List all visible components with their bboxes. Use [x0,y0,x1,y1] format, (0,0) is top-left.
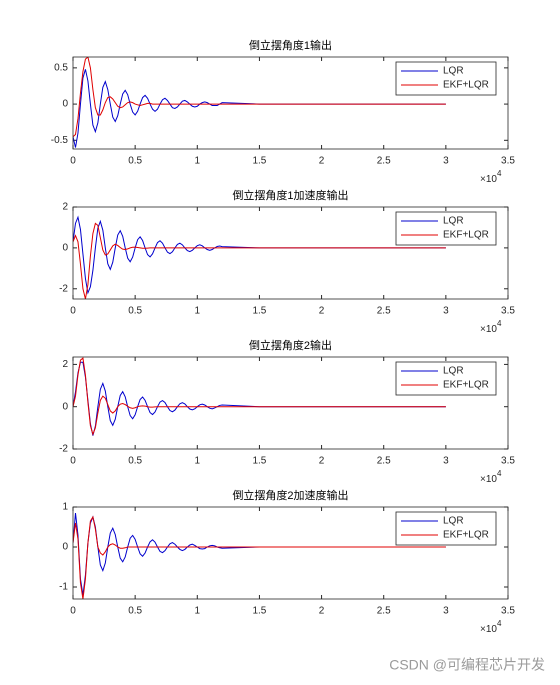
x-tick-label: 0.5 [128,306,142,317]
legend-box [395,211,497,246]
x-tick-label: 1.5 [252,456,266,467]
y-tick-label: 0 [62,542,68,553]
x-tick-label: 1 [195,456,201,467]
x-multiplier-base: ×10 [480,324,497,335]
series-line [73,215,446,295]
y-tick-label: -2 [59,283,68,294]
plot-area [73,57,446,148]
chart-title: 倒立摆角度1输出 [249,38,332,52]
x-multiplier: ×104 [480,169,502,185]
chart-title: 倒立摆角度2输出 [249,338,332,352]
legend-label: LQR [443,366,464,377]
x-tick-label: 2.5 [377,306,391,317]
y-tick-label: 0 [62,401,68,412]
series-line [73,57,446,138]
axes-box [72,56,509,150]
x-tick-label: 1.5 [252,606,266,617]
x-multiplier-exponent: 4 [497,619,502,628]
x-tick-label: 1 [195,606,201,617]
x-tick-label: 3.5 [501,156,515,167]
x-multiplier-base: ×10 [480,474,497,485]
series-line [73,361,446,436]
x-tick-label: 0 [70,156,76,167]
x-tick-label: 0 [70,606,76,617]
x-tick-label: 2 [319,606,325,617]
x-tick-label: 2 [319,306,325,317]
legend-label: EKF+LQR [443,80,489,91]
x-multiplier-base: ×10 [480,624,497,635]
legend-label: LQR [443,66,464,77]
x-tick-label: 0.5 [128,456,142,467]
axes-box [72,356,509,450]
y-tick-label: 0 [62,99,68,110]
x-tick-label: 2.5 [377,456,391,467]
series-line [73,515,446,599]
y-tick-label: 0.5 [54,63,68,74]
chart-title: 倒立摆角度1加速度输出 [232,188,348,202]
y-tick-label: -2 [59,444,68,455]
legend-label: LQR [443,516,464,527]
chart-title: 倒立摆角度2加速度输出 [232,488,348,502]
series-line [73,69,446,148]
watermark: CSDN @可编程芯片开发 [389,657,545,673]
x-tick-label: 3 [443,456,449,467]
series-line [73,357,446,436]
plot-area [73,512,446,599]
x-tick-label: 0.5 [128,156,142,167]
plot-area [73,357,446,436]
axes-box [72,506,509,600]
legend-box [395,61,497,96]
y-tick-label: -1 [59,582,68,593]
x-multiplier: ×104 [480,619,502,635]
legend-label: LQR [443,216,464,227]
legend-label: EKF+LQR [443,530,489,541]
series-line [73,222,446,299]
x-tick-label: 1.5 [252,306,266,317]
x-tick-label: 0 [70,306,76,317]
x-multiplier-exponent: 4 [497,169,502,178]
x-tick-label: 2 [319,456,325,467]
x-tick-label: 3.5 [501,306,515,317]
x-tick-label: 3 [443,156,449,167]
y-tick-label: 2 [62,359,68,370]
y-tick-label: 1 [62,502,68,513]
x-multiplier-exponent: 4 [497,469,502,478]
x-tick-label: 1 [195,306,201,317]
y-tick-label: -0.5 [51,135,69,146]
legend-label: EKF+LQR [443,230,489,241]
x-multiplier-base: ×10 [480,174,497,185]
plot-area [73,215,446,299]
legend-box [395,511,497,546]
x-tick-label: 0 [70,456,76,467]
legend-box [395,361,497,396]
y-tick-label: 0 [62,243,68,254]
axes-box [72,206,509,300]
x-tick-label: 3.5 [501,456,515,467]
x-tick-label: 0.5 [128,606,142,617]
x-tick-label: 2.5 [377,156,391,167]
x-multiplier: ×104 [480,319,502,335]
x-multiplier-exponent: 4 [497,319,502,328]
x-tick-label: 2.5 [377,606,391,617]
x-tick-label: 1.5 [252,156,266,167]
legend-label: EKF+LQR [443,380,489,391]
x-multiplier: ×104 [480,469,502,485]
series-line [73,512,446,596]
y-tick-label: 2 [62,202,68,213]
x-tick-label: 3.5 [501,606,515,617]
x-tick-label: 3 [443,606,449,617]
x-tick-label: 3 [443,306,449,317]
x-tick-label: 2 [319,156,325,167]
x-tick-label: 1 [195,156,201,167]
